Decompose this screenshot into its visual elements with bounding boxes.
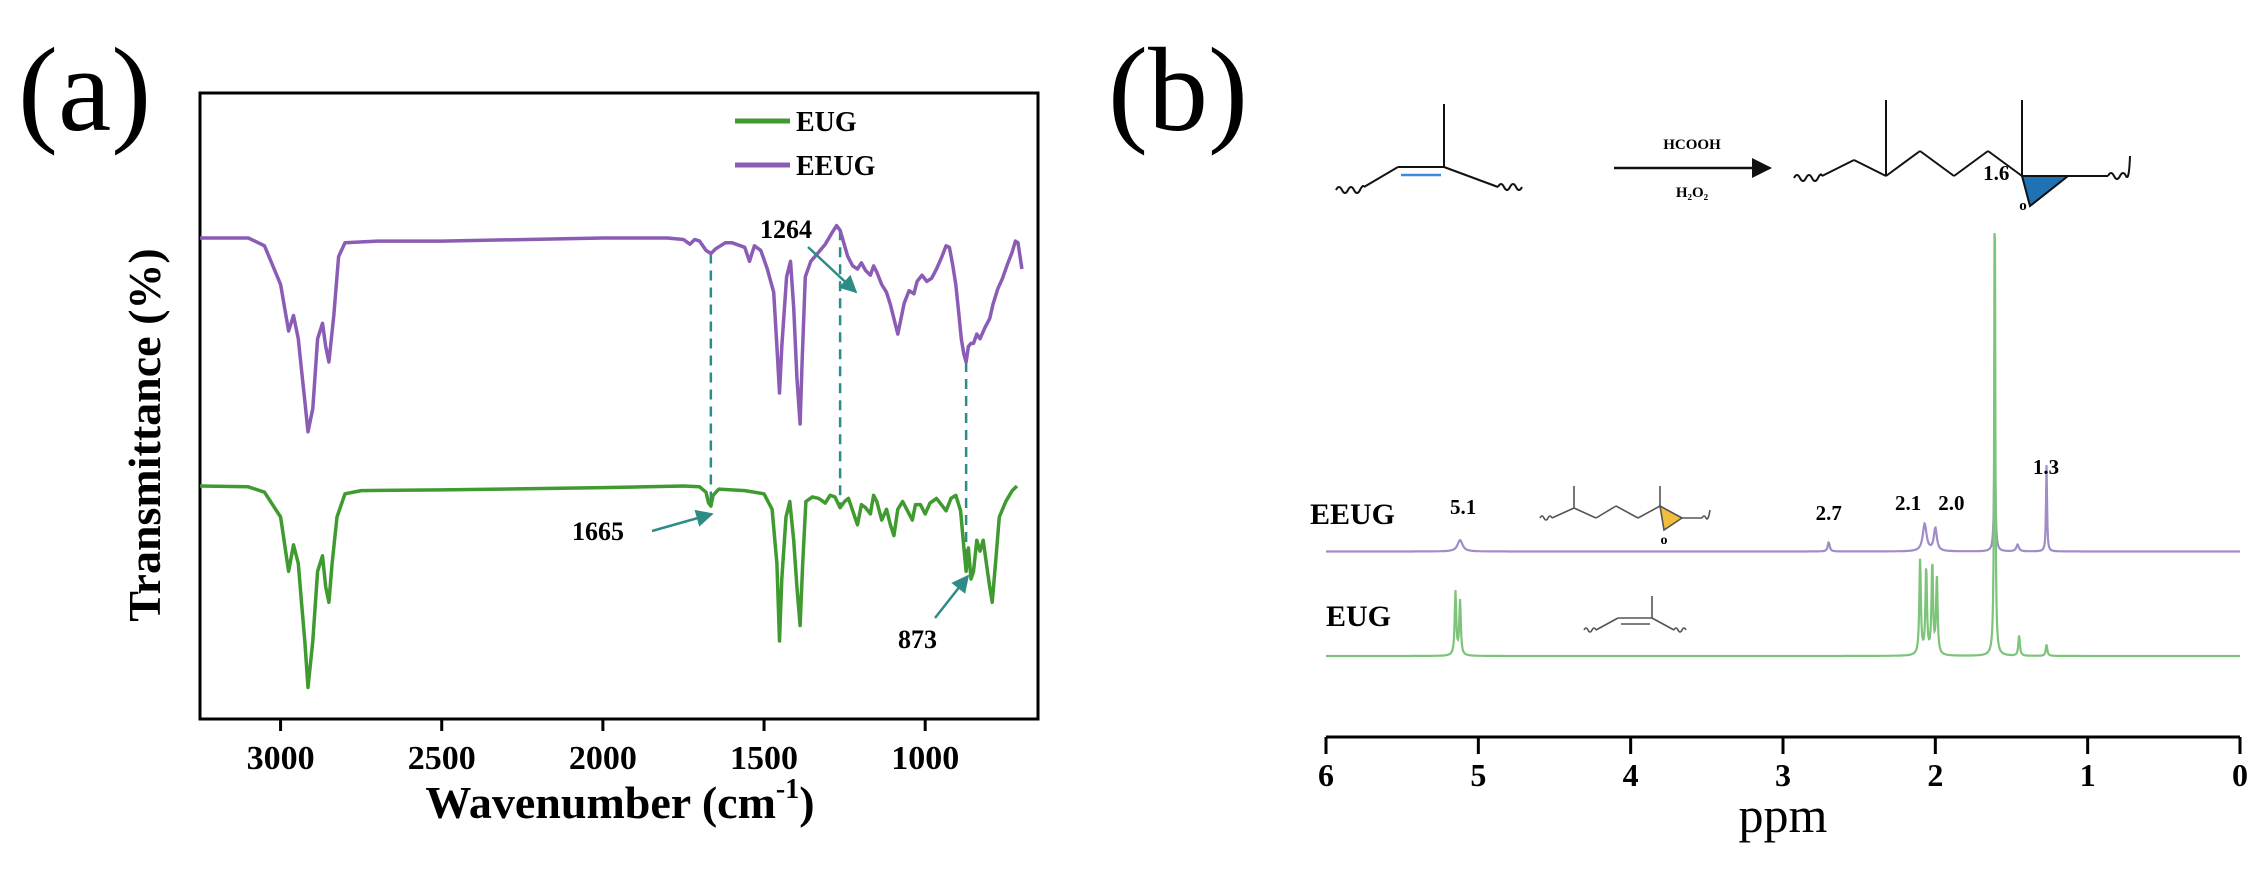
ir-series-lines [199, 223, 1024, 690]
annotation-1665-label: 1665 [572, 517, 624, 546]
nmr-x-ticks: 6 5 4 3 2 1 0 [1318, 737, 2248, 793]
ir-x-tick-label-2500: 2500 [408, 740, 476, 777]
reagent-bottom: H₂O₂ [1676, 185, 1709, 201]
nmr-x-tick-label-6: 6 [1318, 757, 1334, 793]
nmr-series-label-eeug: EEUG [1310, 498, 1395, 531]
nmr-x-axis-title: ppm [1739, 787, 1828, 843]
ir-y-axis-title: Transmittance (%) [119, 248, 170, 621]
epoxide-oxygen-label: o [2019, 198, 2027, 214]
eeug-inset-structure [1539, 486, 1711, 532]
nmr-peak-labels: 5.1 2.7 2.1 2.0 1.6 1.3 [1450, 161, 2059, 525]
annotation-873-label: 873 [898, 625, 937, 654]
annotation-1264-label: 1264 [760, 215, 812, 244]
ir-x-tick-label-2000: 2000 [569, 740, 637, 777]
nmr-x-tick-label-4: 4 [1623, 757, 1639, 793]
reaction-scheme: HCOOH H₂O₂ o [1335, 100, 2131, 214]
nmr-line-eug [1326, 233, 2240, 658]
ir-legend: EUG EEUG [735, 107, 876, 182]
nmr-peak-label-5-1: 5.1 [1450, 495, 1476, 519]
reagent-top: HCOOH [1663, 137, 1721, 153]
nmr-x-tick-label-1: 1 [2080, 757, 2096, 793]
nmr-series-lines [1326, 233, 2240, 658]
ir-annotations: 1264 1665 873 [572, 215, 970, 654]
nmr-x-tick-label-0: 0 [2232, 757, 2248, 793]
nmr-peak-label-2-7: 2.7 [1816, 501, 1842, 525]
nmr-x-tick-label-2: 2 [1927, 757, 1943, 793]
annotation-1264-arrow [807, 246, 858, 294]
nmr-line-eeug [1326, 437, 2240, 553]
reactant-structure [1335, 104, 1523, 194]
nmr-peak-label-2-1: 2.1 [1895, 491, 1921, 515]
nmr-series-label-eug: EUG [1326, 600, 1391, 633]
eug-inset-structure [1583, 596, 1687, 633]
annotation-1665-arrow [651, 509, 714, 533]
ir-guide-lines [709, 230, 968, 572]
ir-x-ticks: 3000 2500 2000 1500 1000 [247, 719, 959, 777]
ir-plot-frame [198, 91, 1040, 721]
eeug-inset-oxygen: o [1661, 533, 1668, 548]
ir-x-axis-title: Wavenumber (cm-1) [425, 774, 814, 828]
nmr-x-tick-label-5: 5 [1470, 757, 1486, 793]
product-structure [1793, 100, 2131, 208]
legend-label-eug: EUG [796, 107, 857, 138]
nmr-peak-label-2-0: 2.0 [1938, 491, 1964, 515]
ir-line-eeug [200, 223, 1024, 434]
nmr-peak-label-1-6: 1.6 [1983, 161, 2009, 185]
ir-x-tick-label-3000: 3000 [247, 740, 315, 777]
ir-line-eug [199, 484, 1019, 690]
nmr-peak-label-1-3: 1.3 [2033, 455, 2059, 479]
panel-a-label: (a) [18, 23, 151, 156]
nmr-x-tick-label-3: 3 [1775, 757, 1791, 793]
panel-b-label: (b) [1108, 23, 1248, 156]
ir-x-tick-label-1500: 1500 [730, 740, 798, 777]
ir-x-tick-label-1000: 1000 [891, 740, 959, 777]
annotation-873-arrow [934, 574, 970, 619]
legend-label-eeug: EEUG [796, 151, 876, 182]
